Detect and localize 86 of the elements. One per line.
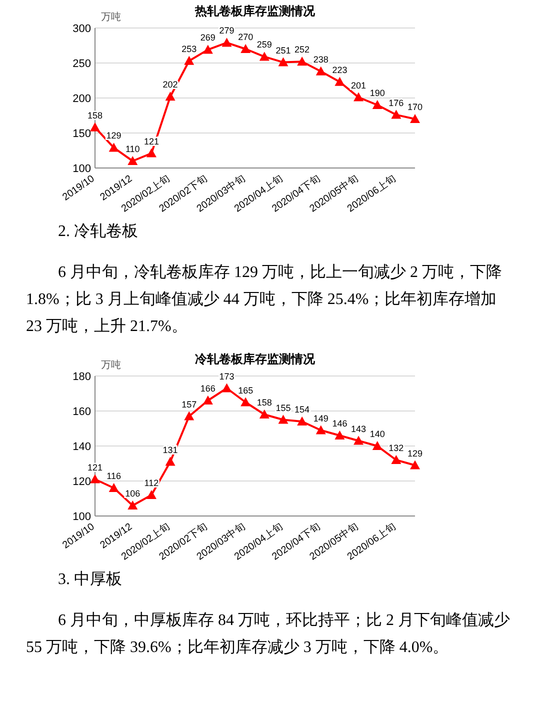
point xyxy=(259,52,270,61)
data-label: 223 xyxy=(332,64,348,75)
point xyxy=(278,414,288,424)
text: 6 月中旬，中厚板库存 84 万吨，环比持平；比 2 月下旬峰值减少 55 万吨，下降 39.6%；比年初库存减少 3 万吨，下降 4.0%。 xyxy=(25,610,511,658)
y-tick-label: 160 xyxy=(72,406,91,418)
data-label: 165 xyxy=(238,385,254,396)
point xyxy=(354,92,364,102)
point xyxy=(259,410,270,418)
data-label: 158 xyxy=(87,110,103,120)
text: 3. 中厚板 xyxy=(58,571,122,588)
data-label: 279 xyxy=(219,26,234,36)
point xyxy=(108,142,119,152)
y-tick-label: 250 xyxy=(72,58,91,70)
data-label: 140 xyxy=(370,429,385,439)
point xyxy=(354,436,364,445)
point xyxy=(278,57,288,66)
y-tick-label: 150 xyxy=(72,128,91,140)
data-label: 116 xyxy=(106,471,122,481)
chart-title: 热轧卷板库存监测情况 xyxy=(194,4,316,18)
data-label: 238 xyxy=(313,54,328,64)
point xyxy=(410,460,420,470)
point xyxy=(372,100,382,109)
point xyxy=(146,148,156,158)
data-label: 155 xyxy=(276,402,291,413)
data-label: 157 xyxy=(182,399,197,410)
point xyxy=(334,76,345,86)
point xyxy=(316,425,326,434)
y-tick-label: 100 xyxy=(72,511,91,523)
chart-title: 冷轧卷板库存监测情况 xyxy=(195,352,316,366)
point xyxy=(297,56,308,66)
y-tick-label: 300 xyxy=(72,23,91,35)
text: 2. 冷轧卷板 xyxy=(58,223,138,240)
point xyxy=(372,441,382,450)
data-label: 259 xyxy=(256,40,272,50)
data-label: 121 xyxy=(87,462,103,472)
data-label: 158 xyxy=(256,398,272,408)
point xyxy=(184,56,194,65)
data-label: 269 xyxy=(200,32,216,43)
point xyxy=(165,456,176,466)
point xyxy=(222,38,232,47)
point xyxy=(202,44,213,54)
data-label: 106 xyxy=(125,488,140,498)
y-tick-label: 200 xyxy=(72,93,91,105)
point xyxy=(184,411,194,420)
y-tick-label: 140 xyxy=(72,441,91,453)
point xyxy=(202,396,213,404)
data-label: 190 xyxy=(370,88,385,98)
point xyxy=(128,156,138,165)
point xyxy=(146,490,156,499)
y-tick-label: 100 xyxy=(72,163,91,175)
data-label: 270 xyxy=(238,32,254,42)
point xyxy=(108,483,119,492)
text: 6 月中旬，冷轧卷板库存 129 万吨，比上一旬减少 2 万吨，下降 1.8%；比 3 月上旬峰值减少 44 万吨，下降 25.4%；比年初库存增加 23 万吨，上升 21.7%。 xyxy=(25,262,503,337)
data-label: 110 xyxy=(125,144,140,154)
data-label: 143 xyxy=(351,424,366,434)
point xyxy=(297,416,308,426)
data-label: 154 xyxy=(294,404,310,414)
point xyxy=(334,430,345,440)
data-label: 146 xyxy=(332,418,348,428)
data-label: 129 xyxy=(407,448,423,458)
y-tick-label: 120 xyxy=(72,476,91,488)
point xyxy=(128,500,138,510)
y-axis-title: 万吨 xyxy=(101,359,121,371)
data-label: 170 xyxy=(407,102,423,112)
data-label: 129 xyxy=(106,130,122,141)
point xyxy=(222,383,232,392)
data-label: 252 xyxy=(294,44,310,55)
point xyxy=(90,474,100,484)
data-label: 176 xyxy=(388,98,404,108)
point xyxy=(165,92,176,101)
data-label: 166 xyxy=(200,384,216,394)
point xyxy=(90,122,100,132)
y-tick-label: 180 xyxy=(72,371,91,383)
data-label: 201 xyxy=(351,80,366,90)
y-axis-title: 万吨 xyxy=(101,11,121,23)
data-label: 132 xyxy=(388,443,404,453)
point xyxy=(240,397,251,406)
point xyxy=(391,455,402,464)
data-label: 253 xyxy=(182,44,197,54)
point xyxy=(316,66,326,76)
point xyxy=(391,110,402,119)
data-label: 149 xyxy=(313,413,328,424)
point xyxy=(240,44,251,53)
data-label: 173 xyxy=(219,371,234,382)
point xyxy=(410,114,420,123)
data-label: 251 xyxy=(276,45,291,56)
